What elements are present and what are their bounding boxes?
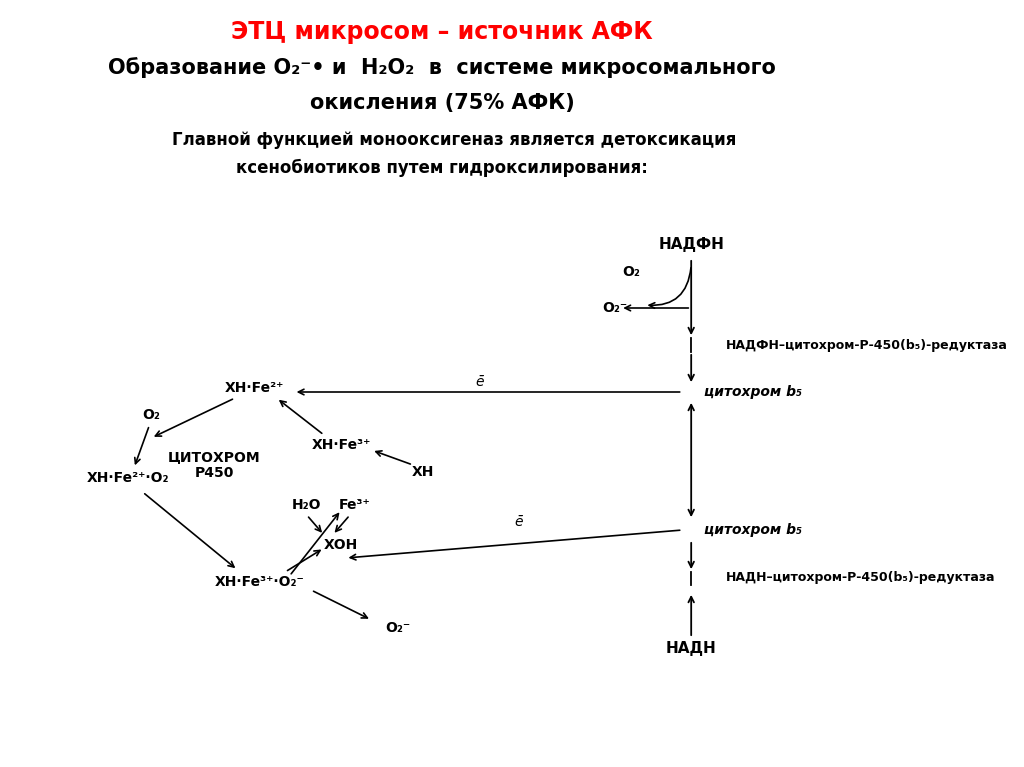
Text: ē̄: ē̄ (514, 515, 522, 529)
Text: O₂⁻: O₂⁻ (385, 621, 410, 635)
Text: ХН·Fe²⁺: ХН·Fe²⁺ (225, 381, 285, 395)
Text: ХОН: ХОН (325, 538, 358, 552)
Text: цитохром b₅: цитохром b₅ (705, 523, 802, 537)
Text: ХН·Fe³⁺·О₂⁻: ХН·Fe³⁺·О₂⁻ (214, 575, 304, 589)
Text: Образование O₂⁻• и  H₂O₂  в  системе микросомального: Образование O₂⁻• и H₂O₂ в системе микрос… (109, 58, 776, 78)
Text: цитохром b₅: цитохром b₅ (705, 385, 802, 399)
Text: ЭТЦ микросом – источник АФК: ЭТЦ микросом – источник АФК (231, 20, 653, 44)
Text: Fe³⁺: Fe³⁺ (338, 498, 370, 512)
Text: окисления (75% АФК): окисления (75% АФК) (310, 93, 574, 113)
Text: ē̄: ē̄ (475, 375, 483, 389)
Text: НАДН–цитохром-Р-450(b₅)-редуктаза: НАДН–цитохром-Р-450(b₅)-редуктаза (726, 571, 995, 584)
Text: O₂: O₂ (142, 408, 160, 422)
Text: НАДФН–цитохром-Р-450(b₅)-редуктаза: НАДФН–цитохром-Р-450(b₅)-редуктаза (726, 338, 1008, 351)
Text: ксенобиотиков путем гидроксилирования:: ксенобиотиков путем гидроксилирования: (237, 159, 648, 177)
Text: ХН·Fe²⁺·О₂: ХН·Fe²⁺·О₂ (87, 471, 169, 485)
Text: ЦИТОХРОМ
Р450: ЦИТОХРОМ Р450 (168, 450, 260, 480)
Text: O₂⁻: O₂⁻ (602, 301, 628, 315)
Text: Главной функцией монооксигеназ является детоксикация: Главной функцией монооксигеназ является … (148, 131, 736, 149)
Text: ХН: ХН (413, 465, 434, 479)
Text: O₂: O₂ (622, 265, 640, 279)
Text: НАДФН: НАДФН (658, 238, 724, 252)
Text: H₂O: H₂O (292, 498, 322, 512)
Text: НАДН: НАДН (666, 640, 717, 656)
Text: ХН·Fe³⁺: ХН·Fe³⁺ (311, 438, 371, 452)
